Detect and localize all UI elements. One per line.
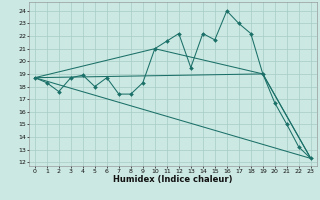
X-axis label: Humidex (Indice chaleur): Humidex (Indice chaleur) [113, 175, 233, 184]
